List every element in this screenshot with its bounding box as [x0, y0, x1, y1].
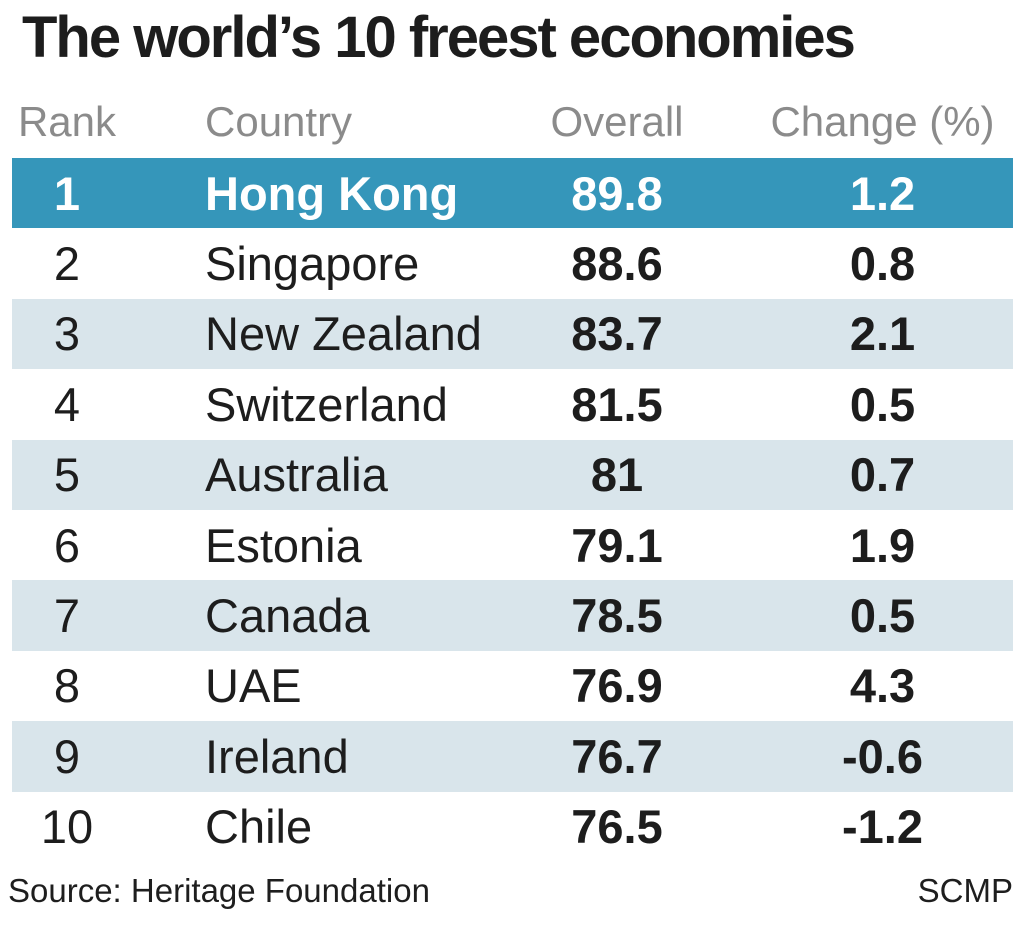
- change-cell: 0.5: [849, 377, 916, 431]
- overall-cell: 89.8: [571, 166, 663, 220]
- figure-footer: Source: Heritage Foundation SCMP: [8, 872, 1013, 910]
- rank-cell: 1: [53, 166, 81, 220]
- overall-cell: 78.5: [571, 589, 663, 643]
- table-row: 6 Estonia 79.1 1.9: [12, 510, 1013, 580]
- table-row: 9 Ireland 76.7 -0.6: [12, 721, 1013, 792]
- credit-label: SCMP: [917, 872, 1013, 909]
- overall-cell: 76.9: [571, 659, 663, 713]
- table-row: 7 Canada 78.5 0.5: [12, 580, 1013, 651]
- country-cell: Estonia: [205, 518, 362, 572]
- overall-cell: 76.7: [571, 729, 663, 783]
- change-cell: 0.8: [849, 237, 916, 291]
- change-cell: 0.7: [849, 448, 916, 502]
- country-cell: Australia: [205, 448, 388, 502]
- rank-cell: 3: [53, 307, 81, 361]
- country-cell: Canada: [205, 589, 370, 643]
- rank-cell: 6: [53, 518, 81, 572]
- table-row: 1 Hong Kong 89.8 1.2: [12, 158, 1013, 229]
- table-row: 10 Chile 76.5 -1.2: [12, 792, 1013, 862]
- overall-cell: 83.7: [571, 307, 663, 361]
- rank-cell: 5: [53, 448, 81, 502]
- overall-cell: 88.6: [571, 237, 663, 291]
- rank-cell: 4: [53, 377, 81, 431]
- country-cell: New Zealand: [205, 307, 482, 361]
- table-body: 1 Hong Kong 89.8 1.2 2 Singapore 88.6 0.…: [12, 158, 1013, 862]
- table-row: 3 New Zealand 83.7 2.1: [12, 298, 1013, 370]
- rank-cell: 8: [53, 659, 81, 713]
- change-cell: 4.3: [849, 659, 916, 713]
- table-row: 2 Singapore 88.6 0.8: [12, 228, 1013, 298]
- overall-cell: 79.1: [571, 518, 663, 572]
- country-cell: Hong Kong: [205, 166, 459, 220]
- change-cell: 0.5: [849, 589, 916, 643]
- change-cell: -1.2: [842, 800, 923, 854]
- overall-cell: 76.5: [571, 800, 663, 854]
- country-cell: Ireland: [205, 729, 349, 783]
- rank-cell: 7: [53, 589, 81, 643]
- source-note: Source: Heritage Foundation: [8, 872, 430, 909]
- change-cell: 1.2: [849, 166, 916, 220]
- country-cell: Singapore: [205, 237, 420, 291]
- table-row: 8 UAE 76.9 4.3: [12, 651, 1013, 721]
- country-cell: UAE: [205, 659, 302, 713]
- table-header: Rank Country Overall Change (%): [12, 96, 1013, 148]
- column-header-change: Change (%): [770, 98, 995, 145]
- country-cell: Chile: [205, 800, 313, 854]
- overall-cell: 81: [590, 448, 644, 502]
- column-header-country: Country: [205, 98, 353, 145]
- change-cell: 2.1: [849, 307, 916, 361]
- rank-cell: 9: [53, 729, 81, 783]
- rank-cell: 10: [40, 800, 94, 854]
- rank-cell: 2: [53, 237, 81, 291]
- column-header-rank: Rank: [17, 98, 117, 145]
- column-header-overall: Overall: [550, 98, 684, 145]
- overall-cell: 81.5: [571, 377, 663, 431]
- change-cell: -0.6: [842, 729, 923, 783]
- table-row: 4 Switzerland 81.5 0.5: [12, 369, 1013, 439]
- change-cell: 1.9: [849, 518, 916, 572]
- table-row: 5 Australia 81 0.7: [12, 439, 1013, 510]
- country-cell: Switzerland: [205, 377, 448, 431]
- chart-title: The world’s 10 freest economies: [22, 5, 856, 70]
